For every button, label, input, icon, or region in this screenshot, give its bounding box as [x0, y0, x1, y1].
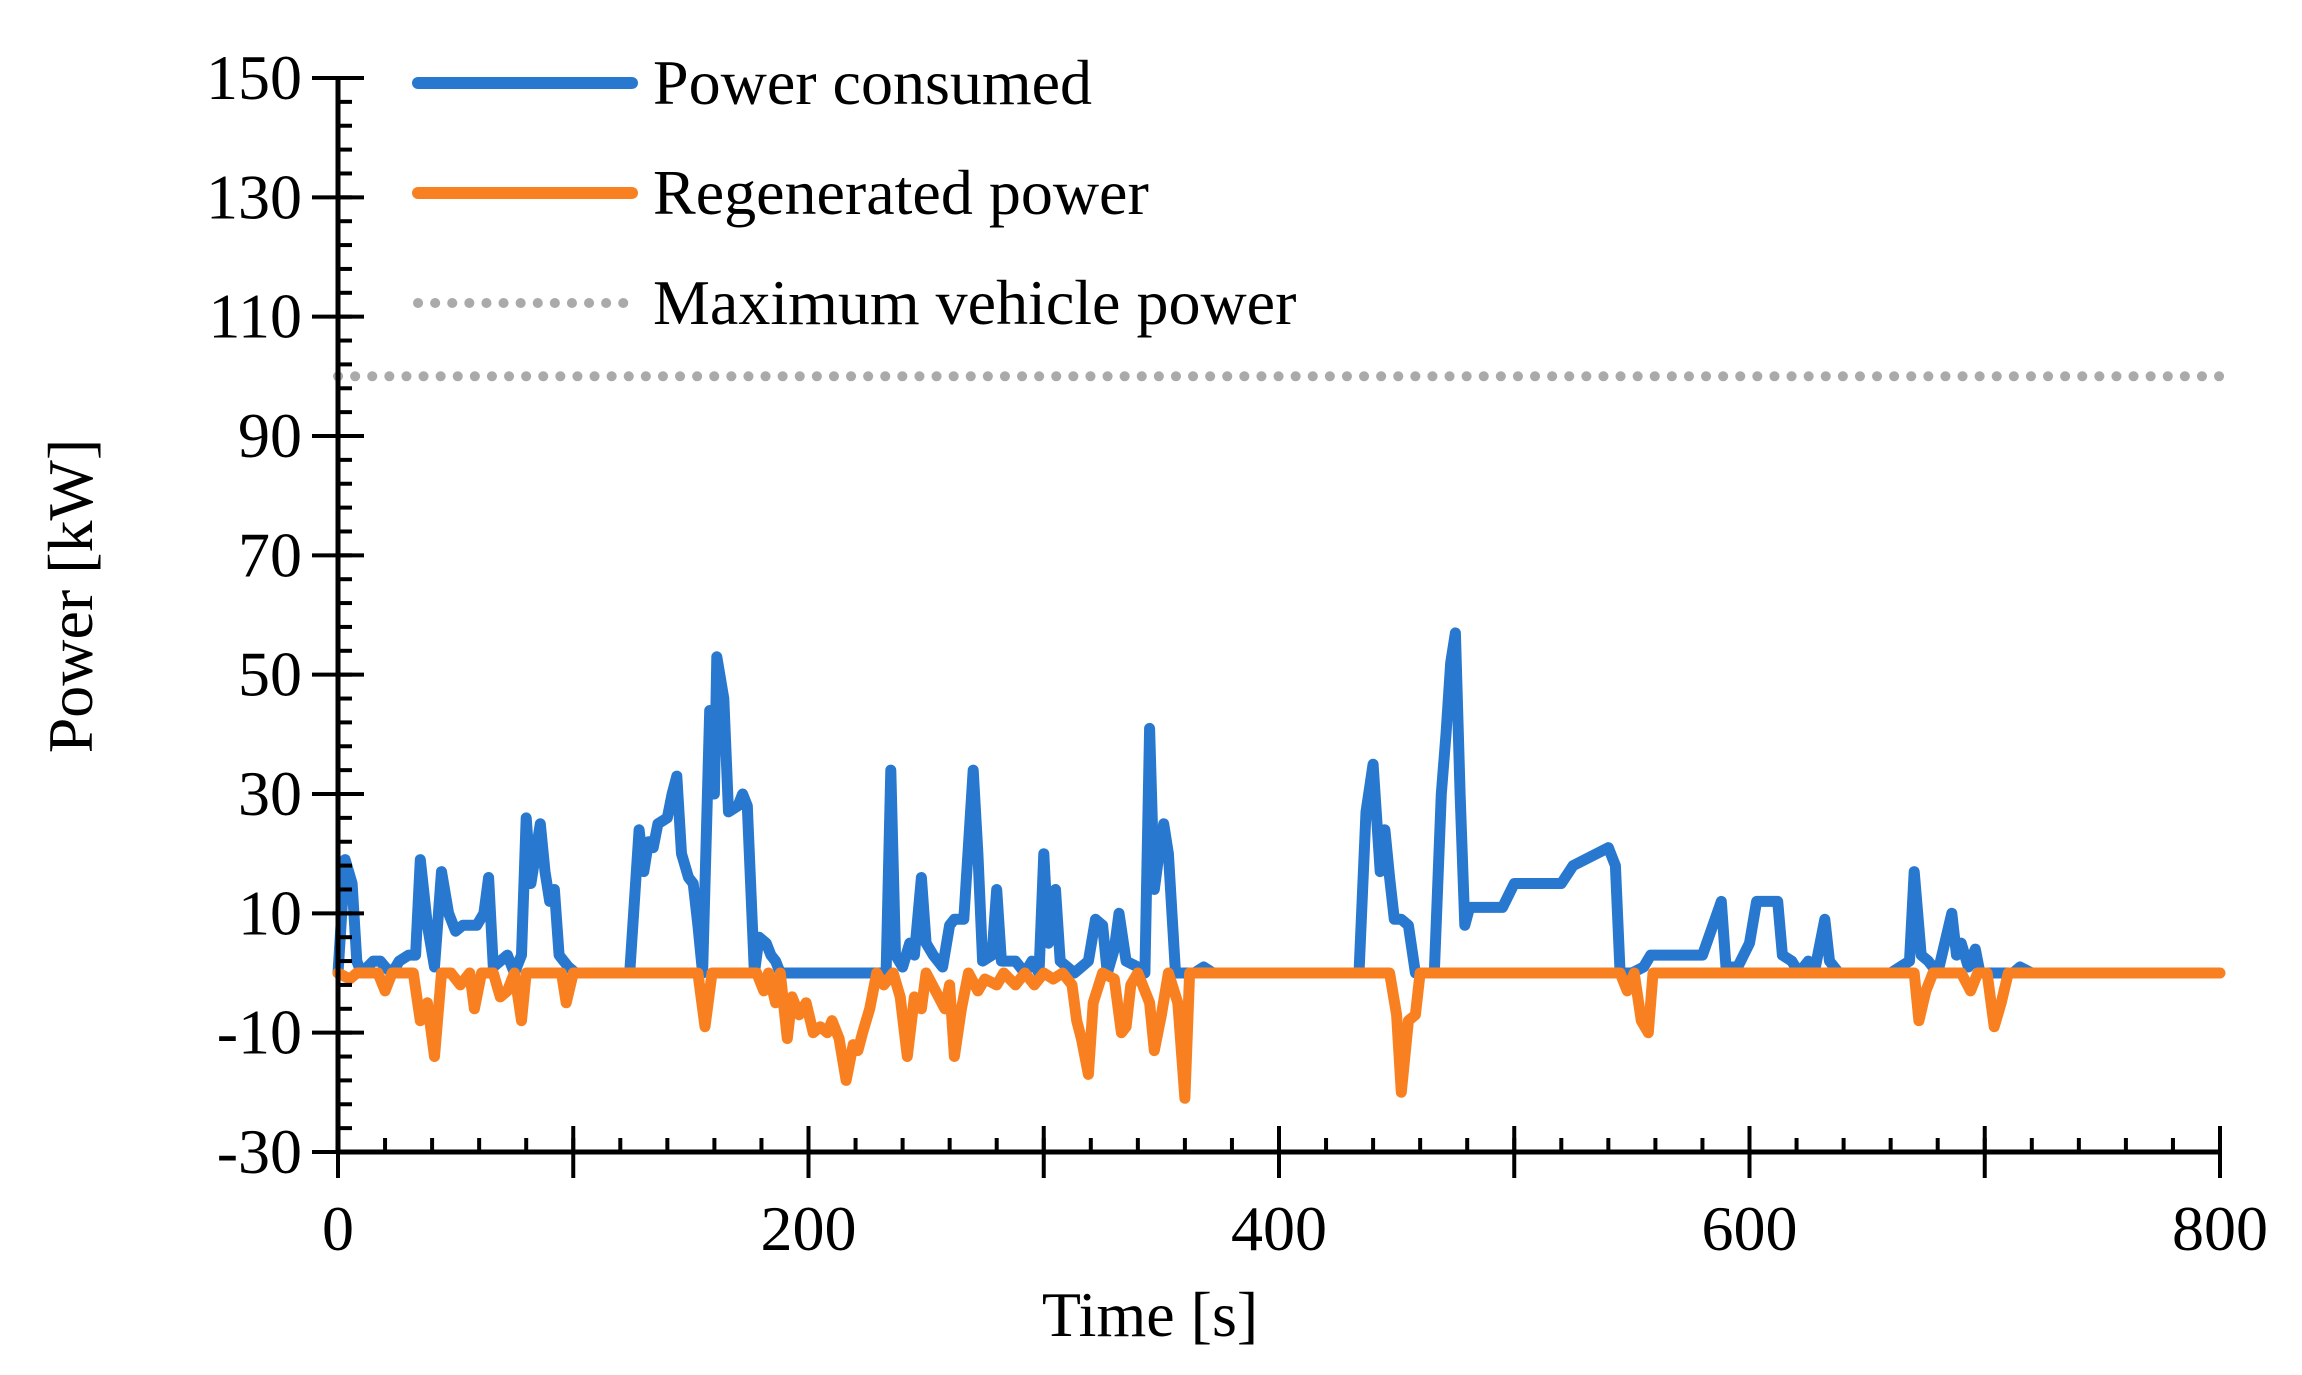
series-layer [332, 371, 2226, 1104]
y-tick-label: -30 [217, 1116, 302, 1187]
y-tick-label: -10 [217, 997, 302, 1068]
y-tick-label: 70 [238, 519, 302, 590]
legend-label: Maximum vehicle power [653, 267, 1296, 338]
y-tick-label: 10 [238, 877, 302, 948]
y-axis-title: Power [kW] [35, 439, 106, 754]
x-tick-label: 800 [2172, 1193, 2268, 1264]
y-tick-label: 110 [208, 281, 302, 352]
y-tick-label: 50 [238, 639, 302, 710]
legend-label: Regenerated power [653, 157, 1149, 228]
y-tick-label: 130 [206, 161, 302, 232]
x-tick-label: 0 [322, 1193, 354, 1264]
x-tick-label: 600 [1702, 1193, 1798, 1264]
x-tick-label: 200 [761, 1193, 857, 1264]
y-tick-label: 150 [206, 42, 302, 113]
series-line-1 [332, 967, 2226, 1104]
legend-label: Power consumed [653, 47, 1092, 118]
y-tick-label: 30 [238, 758, 302, 829]
legend: Power consumed Regenerated power Maximum v… [412, 47, 1296, 338]
x-axis-title: Time [s] [1042, 1279, 1258, 1350]
y-tick-label: 90 [238, 400, 302, 471]
x-tick-label: 400 [1231, 1193, 1327, 1264]
axes-layer: -30 -10 10 30 50 70 90 110 130 150 0 200 400 600 800 [206, 42, 2268, 1264]
series-line-0 [332, 627, 2108, 979]
